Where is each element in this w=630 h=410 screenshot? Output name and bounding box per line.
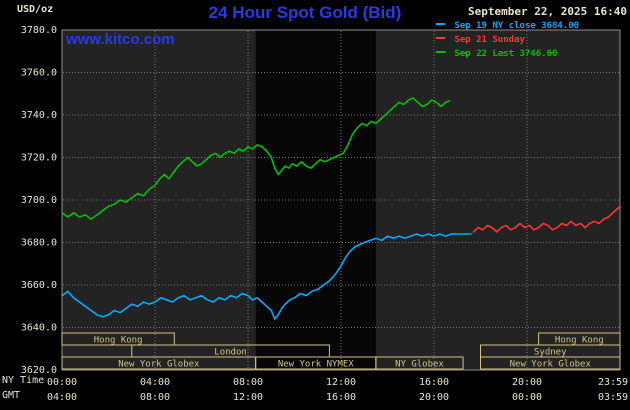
legend-label-sep19: Sep 19 NY close 3684.00 xyxy=(454,21,580,31)
session-label: Hong Kong xyxy=(94,336,143,346)
price-line-sep21 xyxy=(472,205,621,233)
y-tick-label: 3760.0 xyxy=(21,68,57,79)
session-label: London xyxy=(214,348,247,358)
session-label: Sydney xyxy=(534,348,567,358)
y-tick-label: 3680.0 xyxy=(21,238,57,249)
x-axis-row-label-ny-time: NY Time xyxy=(2,375,45,386)
chart-timestamp: September 22, 2025 16:40 xyxy=(468,5,627,18)
series-marker-sep22-icon xyxy=(436,51,445,53)
series-marker-sep19-icon xyxy=(436,23,445,25)
session-label: New York Globex xyxy=(118,360,200,370)
session-box-ny-globex xyxy=(375,356,464,370)
session-box-hong-kong xyxy=(61,332,175,346)
x-tick-gmt: 00:00 xyxy=(512,392,542,403)
x-tick-ny-time: 12:00 xyxy=(326,377,356,388)
y-tick-label: 3740.0 xyxy=(21,110,57,121)
legend-item-sep21-sunday: Sep 21 Sunday xyxy=(436,35,579,49)
y-tick-label: 3660.0 xyxy=(21,280,57,291)
y-tick-label: 3720.0 xyxy=(21,153,57,164)
y-axis-units-label: USD/oz xyxy=(17,4,54,15)
x-tick-ny-time: 16:00 xyxy=(419,377,449,388)
session-box-new-york-globex xyxy=(480,356,621,370)
session-label: New York Globex xyxy=(510,360,592,370)
x-tick-ny-time: 08:00 xyxy=(233,377,263,388)
x-tick-gmt: 16:00 xyxy=(326,392,356,403)
x-tick-ny-time: 00:00 xyxy=(47,377,77,388)
x-tick-gmt: 04:00 xyxy=(47,392,77,403)
y-tick-label: 3780.0 xyxy=(21,25,57,36)
x-tick-gmt: 08:00 xyxy=(140,392,170,403)
series-marker-sep21-icon xyxy=(436,37,445,39)
session-label: Hong Kong xyxy=(555,336,604,346)
x-tick-gmt: 20:00 xyxy=(419,392,449,403)
legend-label-sep22: Sep 22 Last 3746.60 xyxy=(454,49,558,59)
plot-border xyxy=(61,29,621,371)
legend-item-sep22-last: Sep 22 Last 3746.60 xyxy=(436,49,579,63)
legend-item-sep19-close: Sep 19 NY close 3684.00 xyxy=(436,21,579,35)
price-line-sep19 xyxy=(61,233,473,320)
x-tick-gmt: 12:00 xyxy=(233,392,263,403)
chart-title: 24 Hour Spot Gold (Bid) xyxy=(208,3,402,22)
y-tick-label: 3620.0 xyxy=(21,365,57,376)
y-tick-label: 3700.0 xyxy=(21,195,57,206)
session-label: New York NYMEX xyxy=(278,360,354,370)
price-line-sep22 xyxy=(61,97,451,220)
legend-label-sep21: Sep 21 Sunday xyxy=(454,35,525,45)
session-label: NY Globex xyxy=(395,360,444,370)
x-axis-row-label-gmt: GMT xyxy=(2,390,21,401)
x-tick-ny-time: 04:00 xyxy=(140,377,170,388)
chart-legend: Sep 19 NY close 3684.00 Sep 21 Sunday Se… xyxy=(436,21,579,63)
kitco-watermark-link[interactable]: www.kitco.com xyxy=(66,31,175,48)
x-tick-ny-time: 23:59 xyxy=(598,377,628,388)
y-tick-label: 3640.0 xyxy=(21,323,57,334)
x-tick-ny-time: 20:00 xyxy=(512,377,542,388)
x-tick-gmt: 03:59 xyxy=(598,392,628,403)
